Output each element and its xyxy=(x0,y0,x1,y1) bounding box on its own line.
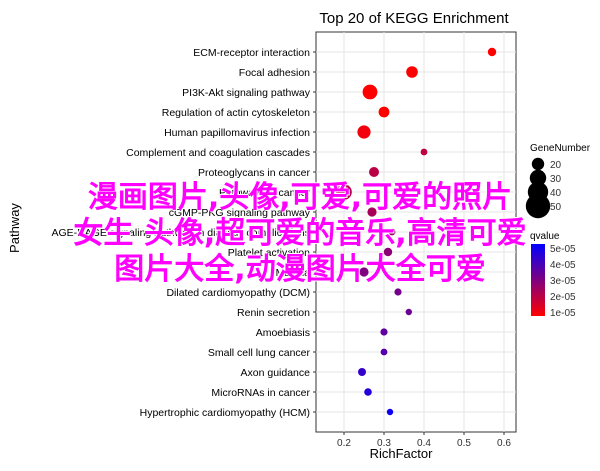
pathway-label: Human papillomavirus infection xyxy=(164,127,310,139)
size-legend: GeneNumber 20 30 40 50 xyxy=(525,143,591,219)
data-point xyxy=(359,267,369,277)
pathway-labels: ECM-receptor interaction Focal adhesion PI… xyxy=(51,47,316,419)
pathway-label: Hypertrophic cardiomyopathy (HCM) xyxy=(140,407,310,419)
size-legend-label: 40 xyxy=(550,188,562,199)
grid-lines xyxy=(316,32,516,432)
color-legend-tick-label: 4e-05 xyxy=(550,260,576,271)
data-point xyxy=(362,84,378,100)
pathway-label: Dilated cardiomyopathy (DCM) xyxy=(166,287,310,299)
data-point xyxy=(380,348,388,356)
color-legend-title: qvalue xyxy=(530,231,560,242)
color-legend-tick-label: 2e-05 xyxy=(550,292,576,303)
pathway-label: AGE-RAGE signaling pathway in diabetic c… xyxy=(51,227,310,239)
pathway-label: Regulation of actin cytoskeleton xyxy=(162,107,310,119)
data-point xyxy=(394,288,402,296)
data-point xyxy=(336,184,352,200)
x-tick-label: 0.5 xyxy=(457,438,471,449)
x-tick-label: 0.4 xyxy=(417,438,431,449)
pathway-label: Pathways in cancer xyxy=(219,187,311,199)
pathway-label: ECM-receptor interaction xyxy=(193,47,310,59)
color-legend-tick-label: 3e-05 xyxy=(550,276,576,287)
x-axis-ticks: 0.2 0.3 0.4 0.5 0.6 xyxy=(337,432,511,449)
size-legend-label: 50 xyxy=(550,202,562,213)
size-legend-items: 20 30 40 50 xyxy=(525,157,562,219)
chart-title: Top 20 of KEGG Enrichment xyxy=(319,10,509,27)
pathway-label: Proteoglycans in cancer xyxy=(198,167,311,179)
size-legend-dot xyxy=(531,157,545,171)
data-point xyxy=(406,66,418,78)
x-tick-label: 0.2 xyxy=(337,438,351,449)
color-legend-bar xyxy=(531,244,545,316)
data-point xyxy=(378,106,390,118)
pathway-label: Renin secretion xyxy=(237,307,310,319)
color-legend: qvalue 1e-05 2e-05 3e-05 4e-05 5e-05 xyxy=(530,231,576,319)
x-tick-label: 0.6 xyxy=(497,438,511,449)
color-legend-tick-label: 1e-05 xyxy=(550,308,576,319)
pathway-label: cGMP-PKG signaling pathway xyxy=(169,207,311,219)
pathway-label: Platelet activation xyxy=(228,247,310,259)
pathway-label: PI3K-Akt signaling pathway xyxy=(182,87,311,99)
pathway-label: Complement and coagulation cascades xyxy=(126,147,310,159)
data-point xyxy=(405,308,412,316)
data-point xyxy=(383,247,393,257)
data-point xyxy=(369,167,379,177)
x-axis-label: RichFactor xyxy=(370,446,434,461)
pathway-label: MicroRNAs in cancer xyxy=(211,387,310,399)
color-legend-ticks: 1e-05 2e-05 3e-05 4e-05 5e-05 xyxy=(545,244,576,319)
size-legend-label: 20 xyxy=(550,160,562,171)
pathway-label: Amoebiasis xyxy=(256,327,310,339)
pathway-label: Small cell lung cancer xyxy=(208,347,311,359)
data-point xyxy=(358,368,366,376)
data-point xyxy=(367,207,377,217)
size-legend-dot xyxy=(525,193,551,219)
y-axis-label: Pathway xyxy=(7,203,22,253)
data-points xyxy=(336,47,497,416)
pathway-label: Focal adhesion xyxy=(239,67,310,79)
data-point xyxy=(420,148,428,156)
data-point xyxy=(487,47,497,57)
pathway-label: Malaria xyxy=(276,267,311,279)
size-legend-dot xyxy=(529,169,547,187)
data-point xyxy=(357,125,371,139)
x-tick-label: 0.3 xyxy=(377,438,391,449)
data-point xyxy=(388,228,396,236)
data-point xyxy=(386,408,394,416)
data-point xyxy=(380,328,388,336)
pathway-label: Axon guidance xyxy=(241,367,311,379)
data-point xyxy=(364,388,372,396)
color-legend-tick-label: 5e-05 xyxy=(550,244,576,255)
size-legend-title: GeneNumber xyxy=(530,143,591,154)
size-legend-label: 30 xyxy=(550,174,562,185)
